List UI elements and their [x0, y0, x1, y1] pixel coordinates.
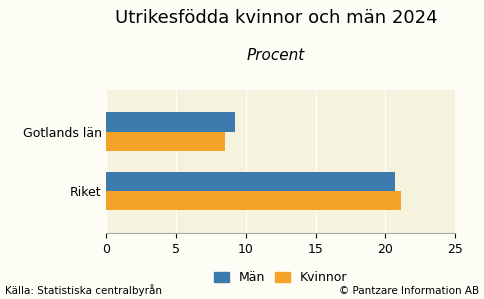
- Bar: [106, 112, 235, 132]
- Bar: [106, 172, 395, 191]
- Bar: [106, 191, 401, 210]
- Text: Utrikesfödda kvinnor och män 2024: Utrikesfödda kvinnor och män 2024: [115, 9, 437, 27]
- Text: Procent: Procent: [247, 48, 305, 63]
- Bar: [106, 132, 225, 151]
- Legend: Män, Kvinnor: Män, Kvinnor: [214, 271, 348, 284]
- Text: Källa: Statistiska centralbyrån: Källa: Statistiska centralbyrån: [5, 284, 162, 296]
- Text: © Pantzare Information AB: © Pantzare Information AB: [339, 286, 479, 296]
